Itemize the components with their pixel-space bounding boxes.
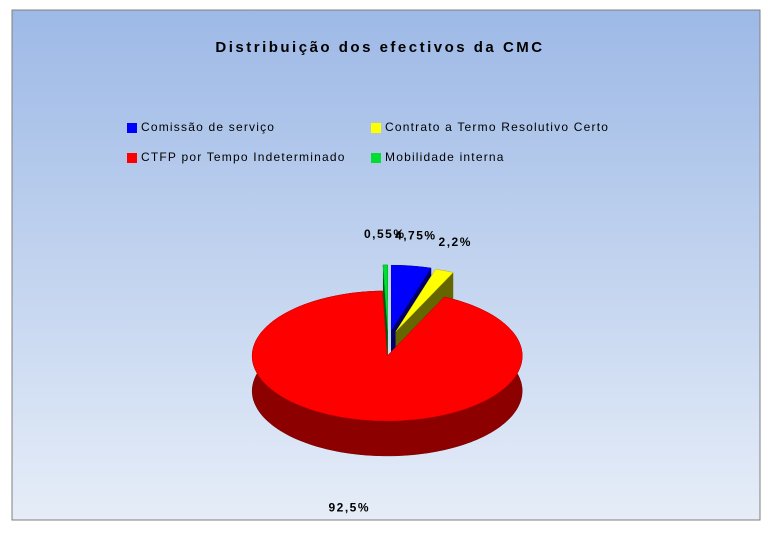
legend-label: Mobilidade interna xyxy=(385,150,505,164)
chart-title: Distribuição dos efectivos da CMC xyxy=(215,39,544,56)
data-label: 0,55% xyxy=(364,227,406,241)
slice xyxy=(395,269,454,332)
legend-swatch xyxy=(371,153,381,163)
legend-label: Comissão de serviço xyxy=(141,120,275,134)
data-label: 2,2% xyxy=(439,235,472,249)
slice xyxy=(391,264,432,332)
slice xyxy=(251,290,523,422)
legend-swatch xyxy=(127,153,137,163)
data-label: 92,5% xyxy=(328,501,370,515)
legend-label: CTFP por Tempo Indeterminado xyxy=(141,150,346,164)
legend-swatch xyxy=(371,123,381,133)
legend-swatch xyxy=(127,123,137,133)
data-label: 4,75% xyxy=(395,228,437,242)
legend-label: Contrato a Termo Resolutivo Certo xyxy=(385,120,609,134)
slice xyxy=(382,264,388,331)
slice-side xyxy=(382,265,388,366)
